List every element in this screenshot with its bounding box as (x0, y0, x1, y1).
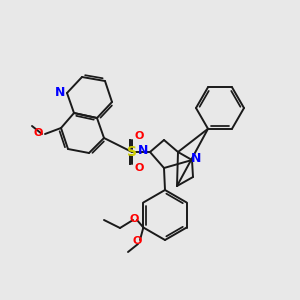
Text: S: S (127, 145, 137, 159)
Text: N: N (138, 145, 148, 158)
Text: O: O (134, 131, 144, 141)
Text: O: O (132, 236, 142, 246)
Text: O: O (33, 128, 43, 138)
Text: O: O (129, 214, 139, 224)
Text: N: N (55, 85, 65, 98)
Text: N: N (191, 152, 201, 164)
Text: O: O (134, 163, 144, 173)
